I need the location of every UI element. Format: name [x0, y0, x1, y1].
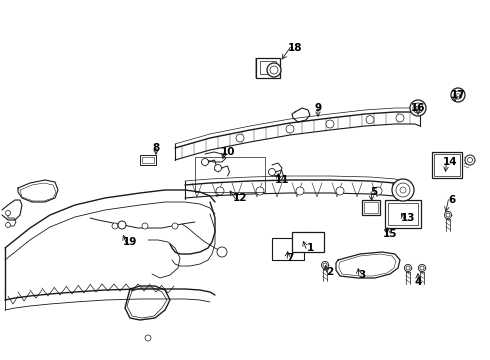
Circle shape	[400, 187, 406, 193]
Circle shape	[418, 264, 426, 271]
Text: 14: 14	[442, 157, 457, 167]
Circle shape	[215, 165, 221, 171]
Text: 5: 5	[370, 187, 378, 197]
Circle shape	[236, 134, 244, 142]
Circle shape	[201, 158, 209, 166]
Text: 10: 10	[221, 147, 235, 157]
Circle shape	[216, 187, 224, 195]
Circle shape	[465, 155, 475, 165]
Text: 6: 6	[448, 195, 456, 205]
Circle shape	[396, 114, 404, 122]
Circle shape	[336, 187, 344, 195]
Circle shape	[142, 223, 148, 229]
Bar	[142, 157, 154, 163]
Bar	[272, 238, 304, 260]
Circle shape	[451, 88, 465, 102]
Circle shape	[396, 183, 410, 197]
Text: 8: 8	[152, 143, 160, 153]
Text: 4: 4	[415, 277, 422, 287]
Text: 7: 7	[286, 253, 294, 263]
Circle shape	[286, 125, 294, 133]
Circle shape	[413, 103, 423, 113]
Circle shape	[326, 120, 334, 128]
Circle shape	[457, 94, 460, 96]
Circle shape	[446, 213, 450, 217]
Circle shape	[296, 187, 304, 195]
Circle shape	[256, 187, 264, 195]
Bar	[256, 58, 280, 78]
Circle shape	[270, 66, 278, 74]
Circle shape	[420, 266, 424, 270]
Circle shape	[5, 222, 10, 228]
Circle shape	[145, 335, 151, 341]
Circle shape	[454, 91, 462, 99]
Circle shape	[112, 223, 118, 229]
Bar	[432, 152, 462, 178]
Circle shape	[416, 106, 420, 110]
Text: 13: 13	[401, 213, 415, 223]
Circle shape	[410, 100, 426, 116]
Bar	[260, 61, 276, 74]
Text: 11: 11	[275, 175, 289, 185]
Circle shape	[392, 179, 414, 201]
Text: 2: 2	[326, 267, 334, 277]
Circle shape	[404, 264, 412, 271]
Circle shape	[374, 187, 382, 195]
Bar	[434, 154, 460, 176]
Bar	[140, 155, 156, 165]
Circle shape	[217, 247, 227, 257]
Circle shape	[467, 158, 472, 162]
Circle shape	[267, 63, 281, 77]
Circle shape	[321, 261, 329, 269]
Bar	[364, 202, 378, 213]
Text: 12: 12	[233, 193, 247, 203]
Circle shape	[406, 266, 410, 270]
Circle shape	[269, 168, 275, 175]
Bar	[388, 203, 418, 225]
Text: 15: 15	[383, 229, 397, 239]
Circle shape	[444, 211, 452, 219]
Text: 16: 16	[411, 103, 425, 113]
Bar	[195, 157, 265, 192]
Text: 3: 3	[358, 270, 366, 280]
Circle shape	[366, 116, 374, 124]
Bar	[385, 200, 421, 228]
Circle shape	[323, 263, 327, 267]
Text: 19: 19	[123, 237, 137, 247]
Bar	[292, 232, 324, 252]
Circle shape	[118, 221, 126, 229]
Circle shape	[172, 223, 178, 229]
Text: 9: 9	[315, 103, 321, 113]
Bar	[362, 200, 380, 215]
Text: 1: 1	[306, 243, 314, 253]
Text: 18: 18	[288, 43, 302, 53]
Text: 17: 17	[451, 90, 465, 100]
Circle shape	[5, 211, 10, 216]
